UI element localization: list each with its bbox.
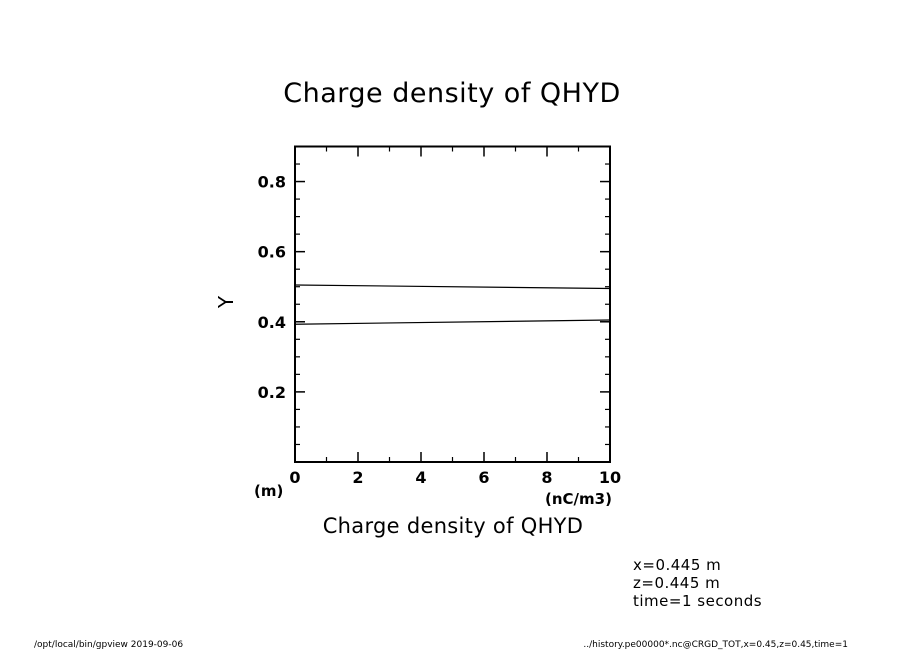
x-tick-label: 2	[352, 468, 363, 487]
axis-tick-labels: 0 2 4 6 8 10 0.2 0.4 0.6 0.8	[258, 173, 621, 487]
y-axis-unit: (m)	[254, 482, 284, 500]
y-tick-label: 0.2	[258, 383, 286, 402]
y-tick-label: 0.4	[258, 313, 286, 332]
axis-ticks	[294, 146, 611, 462]
y-axis-label: Y	[214, 295, 239, 309]
x-tick-label: 8	[541, 468, 552, 487]
series-line-2	[294, 319, 611, 325]
x-tick-label: 4	[415, 468, 426, 487]
x-tick-label: 6	[478, 468, 489, 487]
info-time: time=1 seconds	[633, 592, 763, 610]
x-axis-unit: (nC/m3)	[545, 490, 612, 508]
info-x: x=0.445 m	[633, 556, 722, 574]
y-tick-label: 0.6	[258, 243, 286, 262]
y-tick-label: 0.8	[258, 173, 286, 192]
series-lines	[294, 284, 611, 325]
x-axis-label: Charge density of QHYD	[322, 514, 584, 538]
series-line-1	[294, 284, 611, 290]
info-z: z=0.445 m	[633, 574, 721, 592]
chart-title: Charge density of QHYD	[283, 78, 621, 109]
x-tick-label: 10	[599, 468, 621, 487]
footer-source: ../history.pe00000*.nc@CRGD_TOT,x=0.45,z…	[583, 640, 848, 650]
footer-command: /opt/local/bin/gpview 2019-09-06	[34, 640, 184, 650]
x-tick-label: 0	[289, 468, 300, 487]
plot-frame	[294, 145, 611, 463]
